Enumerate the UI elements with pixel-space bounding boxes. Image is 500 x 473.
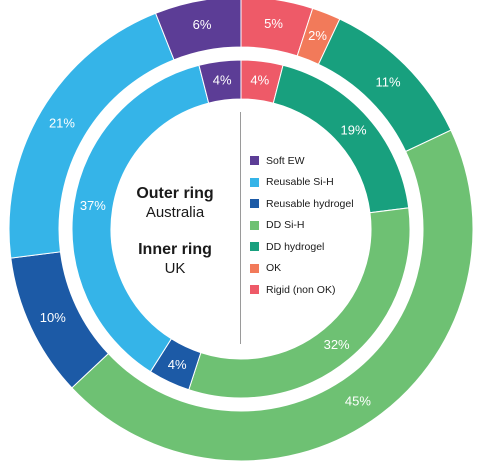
outer-ring-label-dd-hydrogel: 11% (376, 74, 401, 89)
outer-ring-label-soft-ew: 6% (193, 17, 212, 32)
legend-label-reusable-hydrogel: Reusable hydrogel (266, 197, 354, 210)
legend-swatch-rigid-non-ok (250, 285, 259, 295)
legend: Soft EW Reusable Si-H Reusable hydrogel DD … (250, 150, 354, 301)
legend-swatch-reusable-si-h (250, 177, 259, 187)
legend-swatch-reusable-hydrogel (250, 199, 259, 209)
legend-item-reusable-hydrogel: Reusable hydrogel (250, 193, 354, 215)
outer-ring-label-dd-si-h: 45% (345, 394, 371, 409)
inner-ring-slice-soft-ew (198, 59, 242, 104)
inner-ring-label-soft-ew: 4% (213, 73, 232, 88)
outer-ring-label-reusable-hydrogel: 10% (40, 310, 66, 325)
outer-ring-slice-soft-ew (154, 0, 242, 61)
outer-ring-label-ok: 2% (308, 28, 327, 43)
legend-item-soft-ew: Soft EW (250, 150, 354, 172)
inner-ring-label-dd-hydrogel: 19% (341, 122, 367, 137)
legend-label-soft-ew: Soft EW (266, 154, 305, 167)
inner-ring-label-reusable-si-h: 37% (80, 198, 106, 213)
inner-ring-label-dd-si-h: 32% (324, 337, 350, 352)
legend-label-reusable-si-h: Reusable Si-H (266, 176, 334, 189)
inner-ring-caption: Inner ring UK (100, 240, 250, 278)
legend-label-dd-si-h: DD Si-H (266, 219, 305, 232)
inner-ring-title: Inner ring (138, 241, 212, 258)
outer-ring-title: Outer ring (136, 185, 214, 202)
legend-item-dd-si-h: DD Si-H (250, 215, 354, 237)
inner-ring-label-rigid-non-ok: 4% (250, 73, 269, 88)
legend-swatch-ok (250, 263, 259, 273)
legend-item-rigid-non-ok: Rigid (non OK) (250, 279, 354, 301)
outer-ring-slice-dd-si-h (71, 129, 474, 462)
legend-label-rigid-non-ok: Rigid (non OK) (266, 283, 336, 296)
outer-ring-subtitle: Australia (145, 204, 205, 221)
legend-swatch-soft-ew (250, 156, 259, 166)
legend-label-ok: OK (266, 262, 282, 275)
legend-label-dd-hydrogel: DD hydrogel (266, 240, 325, 253)
legend-swatch-dd-si-h (250, 220, 259, 230)
inner-ring-label-reusable-hydrogel: 4% (168, 357, 187, 372)
inner-ring-subtitle: UK (164, 260, 186, 277)
inner-ring-slice-reusable-si-h (71, 64, 210, 373)
legend-item-dd-hydrogel: DD hydrogel (250, 236, 354, 258)
outer-ring-caption: Outer ring Australia (100, 184, 250, 222)
legend-item-ok: OK (250, 258, 354, 280)
outer-ring-label-rigid-non-ok: 5% (264, 16, 283, 31)
outer-ring-label-reusable-si-h: 21% (49, 116, 75, 131)
center-divider (240, 112, 241, 344)
legend-swatch-dd-hydrogel (250, 242, 259, 252)
legend-item-reusable-si-h: Reusable Si-H (250, 172, 354, 194)
